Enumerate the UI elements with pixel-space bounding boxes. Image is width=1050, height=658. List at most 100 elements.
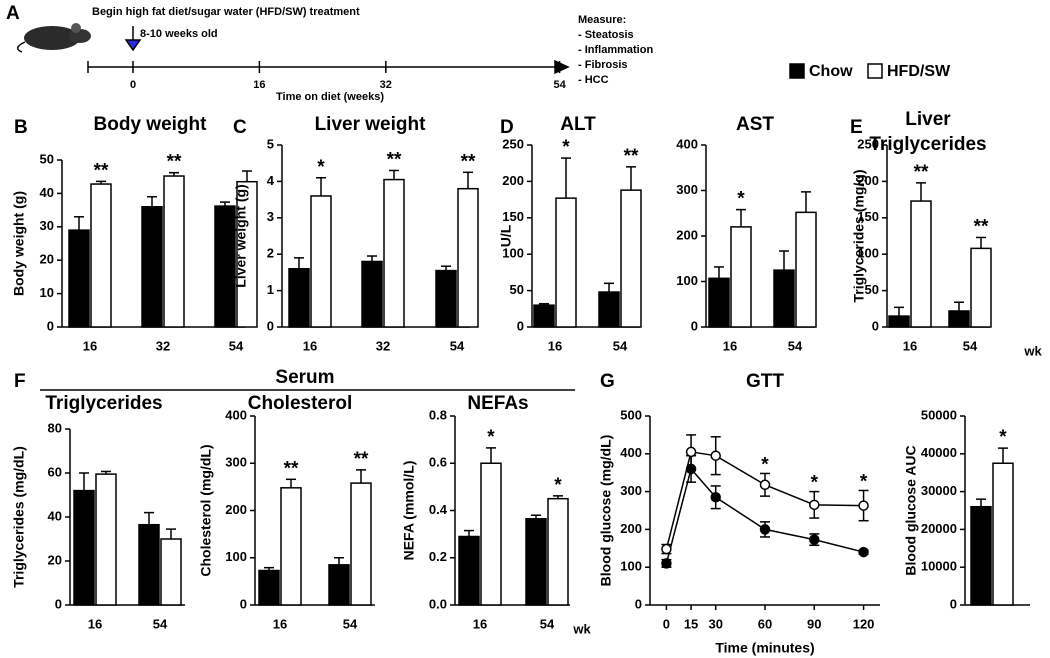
y-tick-label: 50000 [921, 407, 957, 422]
y-tick-label: 500 [620, 407, 642, 422]
y-tick-label: 0.2 [429, 549, 447, 564]
y-tick-label: 100 [676, 273, 698, 288]
x-tick-label: 54 [963, 338, 978, 353]
bar [773, 269, 795, 328]
x-tick-label: 54 [229, 338, 244, 353]
significance-label: ** [354, 449, 369, 470]
bar [533, 304, 555, 328]
x-tick-label: 54 [450, 338, 465, 353]
x-tick-label: 54 [153, 616, 168, 631]
y-tick-label: 0 [635, 596, 642, 611]
x-tick-label: 54 [613, 338, 628, 353]
bar [525, 518, 547, 606]
significance-label: * [554, 475, 562, 496]
y-axis-label: Cholesterol (mg/dL) [198, 444, 214, 576]
y-tick-label: 30 [40, 218, 54, 233]
x-axis-label: Time (minutes) [715, 640, 814, 656]
y-tick-label: 0 [267, 318, 274, 333]
y-tick-label: 0 [872, 318, 879, 333]
chart-title: Liver [905, 109, 951, 130]
bar [90, 183, 112, 328]
bar [280, 487, 302, 606]
bar [141, 206, 163, 328]
y-axis-label: Blood glucose (mg/dL) [598, 435, 614, 587]
point [685, 446, 697, 458]
y-tick-label: 0.6 [429, 455, 447, 470]
point [710, 450, 721, 461]
significance-label: ** [624, 146, 639, 167]
significance-label: * [737, 189, 745, 210]
significance-label: * [317, 157, 325, 178]
point [858, 546, 869, 558]
y-tick-label: 20000 [921, 521, 957, 536]
x-unit-label: wk [1023, 343, 1042, 358]
bar [547, 497, 569, 606]
timeline-axis-label: Time on diet (weeks) [276, 91, 384, 103]
y-axis-label: Body weight (g) [11, 191, 27, 296]
y-tick-label: 60 [48, 464, 62, 479]
y-tick-label: 4 [267, 173, 275, 188]
y-tick-label: 400 [620, 445, 642, 460]
significance-label: ** [387, 149, 402, 170]
y-tick-label: 100 [620, 559, 642, 574]
bar [73, 489, 95, 606]
bar [383, 178, 405, 328]
bar [361, 260, 383, 328]
x-tick-label: 32 [156, 338, 170, 353]
y-tick-label: 200 [225, 502, 247, 517]
y-tick-label: 2 [267, 246, 274, 261]
y-tick-label: 200 [502, 173, 524, 188]
bar [970, 247, 992, 328]
panel-label: D [500, 117, 514, 138]
chart-title: Triglycerides [45, 393, 162, 414]
start-arrowhead [124, 39, 142, 52]
point [809, 499, 820, 511]
y-tick-label: 40000 [921, 445, 957, 460]
y-tick-label: 50 [510, 282, 524, 297]
panel-label: G [600, 371, 615, 392]
bar [910, 200, 932, 328]
x-tick-label: 15 [684, 616, 698, 631]
chart-title: GTT [746, 371, 784, 392]
y-tick-label: 50 [40, 151, 54, 166]
measure-title: Measure: [578, 14, 626, 26]
y-tick-label: 400 [225, 407, 247, 422]
measure-item: - Steatosis [578, 29, 634, 41]
x-tick-label: 16 [273, 616, 287, 631]
legend-swatch [789, 63, 805, 79]
chart-title: Cholesterol [248, 393, 353, 414]
x-tick-label: 16 [723, 338, 737, 353]
x-tick-label: 16 [303, 338, 317, 353]
y-tick-label: 0 [517, 318, 524, 333]
timeline-tick-label: 32 [380, 79, 392, 91]
timeline-tick-label: 16 [253, 79, 265, 91]
bar [970, 505, 992, 606]
y-tick-label: 0.4 [429, 502, 448, 517]
start-text: Begin high fat diet/sugar water (HFD/SW)… [92, 6, 360, 18]
y-axis-label: NEFA (mmol/L) [401, 461, 417, 561]
bar [457, 187, 479, 328]
x-tick-label: 16 [88, 616, 102, 631]
y-tick-label: 150 [502, 209, 524, 224]
chart-title: ALT [560, 114, 596, 135]
significance-label: * [487, 427, 495, 448]
y-tick-label: 300 [676, 182, 698, 197]
bar [888, 315, 910, 328]
y-tick-label: 0 [47, 318, 54, 333]
y-tick-label: 0 [950, 596, 957, 611]
significance-label: ** [974, 216, 989, 237]
mouse-ear [71, 23, 81, 33]
bar [480, 462, 502, 606]
y-tick-label: 30000 [921, 483, 957, 498]
mouse-body [24, 26, 80, 50]
chart-title: NEFAs [467, 393, 528, 414]
y-tick-label: 100 [502, 246, 524, 261]
significance-label: ** [167, 152, 182, 173]
point [759, 479, 771, 491]
y-tick-label: 40 [40, 185, 54, 200]
y-tick-label: 10000 [921, 559, 957, 574]
bar [730, 226, 752, 328]
bar [138, 523, 160, 606]
y-axis-label: Triglycerides (mg/dL) [11, 446, 27, 588]
